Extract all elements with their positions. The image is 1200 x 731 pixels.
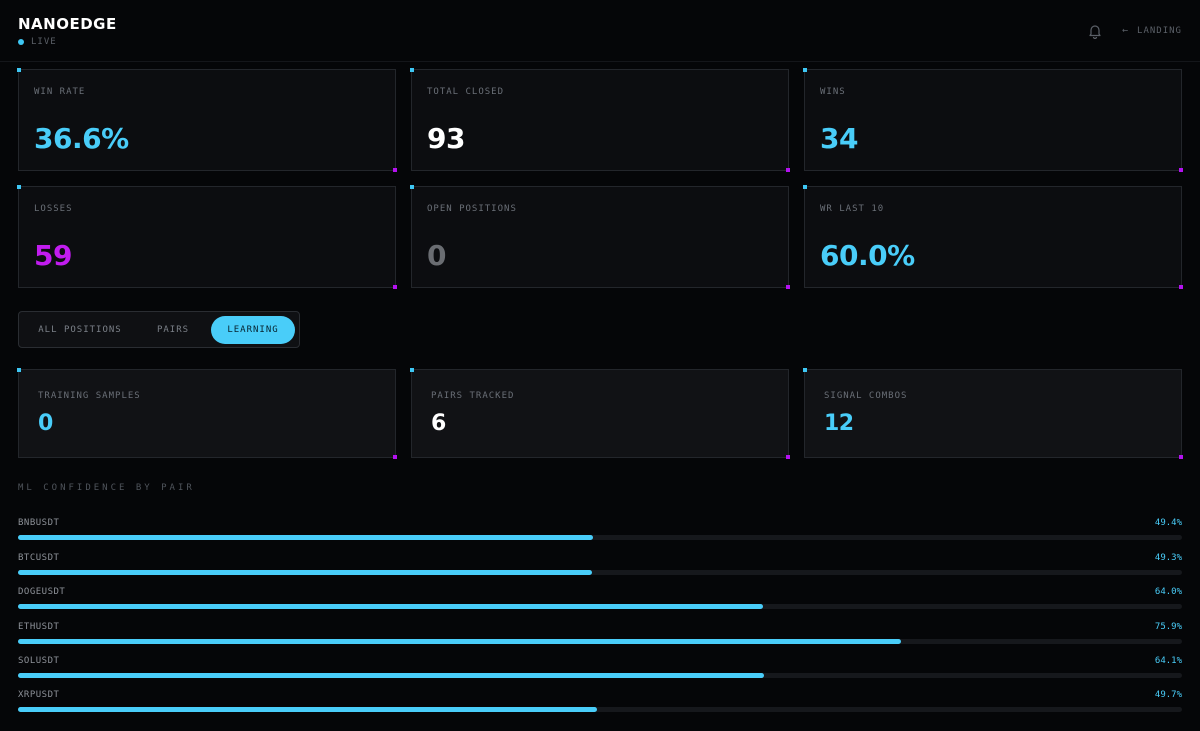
learning-card-training-samples: TRAINING SAMPLES 0: [17, 368, 397, 459]
learning-card-pairs-tracked: PAIRS TRACKED 6: [410, 368, 790, 459]
confidence-bar-fill: [18, 639, 902, 644]
back-to-landing-link[interactable]: ← LANDING: [1122, 25, 1182, 36]
stat-label: TRAINING SAMPLES: [38, 391, 141, 401]
stat-card-total-closed: TOTAL CLOSED 93: [410, 68, 790, 172]
section-title-ml-confidence: ML CONFIDENCE BY PAIR: [18, 483, 195, 493]
pair-name: SOLUSDT: [18, 656, 60, 666]
stat-value: 34: [820, 122, 858, 155]
tab-learning[interactable]: LEARNING: [211, 316, 295, 344]
confidence-bar-track: [18, 570, 1182, 575]
stat-label: TOTAL CLOSED: [427, 87, 505, 97]
brand-title: NANOEDGE: [18, 15, 117, 33]
confidence-bar-fill: [18, 535, 594, 540]
pair-confidence-pct: 75.9%: [1154, 622, 1182, 632]
confidence-row: DOGEUSDT 64.0%: [18, 587, 1182, 617]
view-tabs: ALL POSITIONS PAIRS LEARNING: [18, 311, 300, 348]
confidence-row: BNBUSDT 49.4%: [18, 518, 1182, 548]
stat-value: 0: [38, 411, 53, 436]
stat-label: WINS: [820, 87, 846, 97]
pair-name: BTCUSDT: [18, 553, 60, 563]
live-status-label: LIVE: [31, 37, 57, 47]
pair-confidence-pct: 49.3%: [1154, 553, 1182, 563]
stat-value: 36.6%: [34, 122, 129, 155]
pair-confidence-pct: 49.4%: [1154, 518, 1182, 528]
app-header: NANOEDGE LIVE ← LANDING: [0, 0, 1200, 62]
stat-card-wins: WINS 34: [803, 68, 1183, 172]
confidence-row: ETHUSDT 75.9%: [18, 622, 1182, 652]
learning-card-signal-combos: SIGNAL COMBOS 12: [803, 368, 1183, 459]
confidence-bar-fill: [18, 673, 765, 678]
stat-label: WR LAST 10: [820, 204, 885, 214]
bell-icon[interactable]: [1087, 23, 1103, 40]
stat-card-wr-last-10: WR LAST 10 60.0%: [803, 185, 1183, 289]
stat-label: SIGNAL COMBOS: [824, 391, 908, 401]
back-to-landing-label: LANDING: [1137, 25, 1182, 36]
confidence-row: XRPUSDT 49.7%: [18, 690, 1182, 720]
confidence-bar-fill: [18, 707, 597, 712]
confidence-bar-track: [18, 707, 1182, 712]
confidence-bar-fill: [18, 570, 592, 575]
confidence-bar-track: [18, 535, 1182, 540]
live-status: LIVE: [18, 37, 57, 47]
pair-confidence-pct: 49.7%: [1154, 690, 1182, 700]
confidence-row: BTCUSDT 49.3%: [18, 553, 1182, 583]
stat-card-win-rate: WIN RATE 36.6%: [17, 68, 397, 172]
tab-all-positions[interactable]: ALL POSITIONS: [38, 325, 122, 335]
stat-label: LOSSES: [34, 204, 73, 214]
stat-label: WIN RATE: [34, 87, 86, 97]
confidence-bar-track: [18, 639, 1182, 644]
stat-card-losses: LOSSES 59: [17, 185, 397, 289]
stat-value: 60.0%: [820, 239, 915, 272]
stat-value: 93: [427, 122, 465, 155]
confidence-bar-track: [18, 604, 1182, 609]
pair-confidence-pct: 64.1%: [1154, 656, 1182, 666]
confidence-row: SOLUSDT 64.1%: [18, 656, 1182, 686]
tab-pairs[interactable]: PAIRS: [156, 325, 190, 335]
live-dot-icon: [18, 39, 24, 45]
confidence-bar-track: [18, 673, 1182, 678]
stat-value: 6: [431, 411, 446, 436]
confidence-bar-fill: [18, 604, 763, 609]
stat-label: OPEN POSITIONS: [427, 204, 517, 214]
pair-name: ETHUSDT: [18, 622, 60, 632]
pair-name: DOGEUSDT: [18, 587, 66, 597]
stat-label: PAIRS TRACKED: [431, 391, 515, 401]
pair-confidence-pct: 64.0%: [1154, 587, 1182, 597]
stat-value: 59: [34, 239, 72, 272]
pair-name: XRPUSDT: [18, 690, 60, 700]
stat-card-open-positions: OPEN POSITIONS 0: [410, 185, 790, 289]
stat-value: 12: [824, 411, 854, 436]
stat-value: 0: [427, 239, 446, 272]
arrow-left-icon: ←: [1122, 25, 1130, 36]
pair-name: BNBUSDT: [18, 518, 60, 528]
